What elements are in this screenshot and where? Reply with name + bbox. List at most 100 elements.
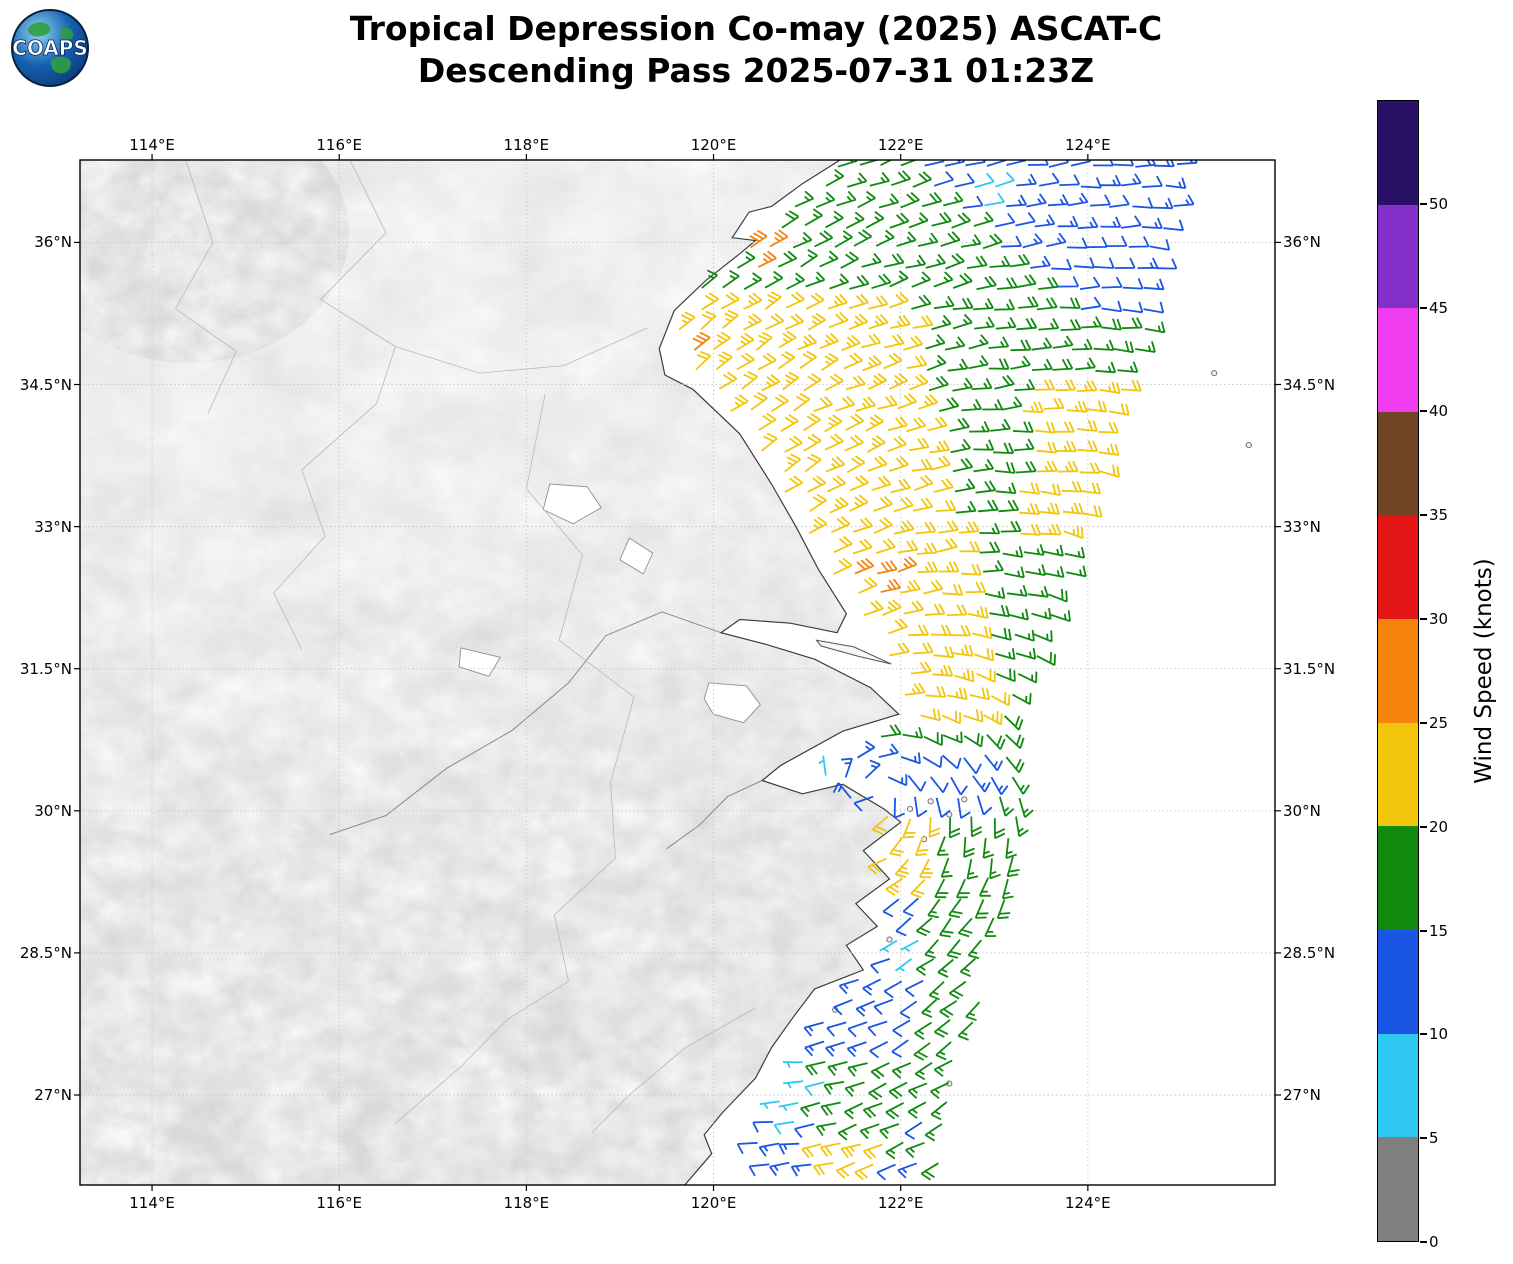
wind-barb: [799, 350, 817, 370]
wind-barb: [930, 455, 951, 471]
x-tick-label-top: 114°E: [129, 136, 175, 154]
wind-barb: [908, 437, 930, 452]
wind-barb: [977, 499, 999, 513]
wind-barb: [877, 395, 898, 410]
wind-barb: [808, 516, 828, 535]
wind-barb: [944, 336, 966, 351]
wind-barb: [865, 414, 884, 432]
wind-barb: [889, 642, 910, 657]
wind-barb: [955, 500, 977, 514]
wind-barb: [1050, 610, 1071, 623]
wind-barb: [948, 898, 963, 919]
wind-barb: [930, 1101, 948, 1121]
wind-barb: [894, 958, 913, 972]
wind-barb: [1081, 505, 1103, 518]
colorbar-tick-mark: [1420, 514, 1427, 517]
colorbar-segment-50-55: [1378, 101, 1418, 205]
wind-barb: [764, 291, 782, 311]
wind-barb: [828, 311, 849, 329]
x-tick-label-bottom: 118°E: [503, 1194, 550, 1212]
wind-barb: [873, 517, 893, 535]
wind-barb: [807, 475, 827, 493]
wind-barb: [915, 958, 935, 977]
wind-barb: [736, 1141, 758, 1155]
wind-barb: [868, 1082, 887, 1101]
wind-barb: [969, 421, 991, 433]
wind-barb: [924, 603, 946, 616]
wind-barb: [951, 212, 971, 229]
colorbar: [1377, 100, 1419, 1242]
wind-barb: [933, 645, 955, 659]
colorbar-tick-mark: [1420, 1033, 1427, 1036]
wind-barb: [840, 251, 859, 269]
wind-barb: [961, 398, 982, 412]
wind-barb: [982, 399, 1004, 411]
colorbar-tick-mark: [1420, 929, 1427, 932]
wind-barb: [924, 160, 945, 167]
wind-barb: [854, 557, 875, 575]
wind-barb: [1077, 216, 1099, 230]
plot-frame: [79, 159, 1276, 1186]
wind-barb: [1047, 193, 1069, 207]
wind-barb: [1176, 160, 1198, 166]
wind-barb: [1030, 255, 1051, 269]
wind-barb: [1008, 608, 1029, 621]
wind-barb: [907, 1082, 928, 1099]
wind-barb: [805, 1061, 826, 1076]
wind-barb: [720, 291, 740, 310]
wind-barb: [973, 458, 995, 473]
wind-barb: [947, 358, 969, 372]
wind-barb: [906, 355, 928, 369]
wind-barb: [894, 858, 910, 879]
wind-barb: [921, 998, 938, 1018]
wind-barb: [891, 1062, 912, 1079]
province-border: [395, 327, 649, 374]
colorbar-tick-mark: [1420, 410, 1427, 413]
wind-barb: [954, 173, 975, 188]
wind-barb: [939, 917, 954, 938]
y-tick-label-left: 34.5°N: [19, 375, 72, 394]
wind-barb: [879, 1123, 900, 1140]
wind-barb: [994, 212, 1016, 228]
wind-barb: [829, 273, 850, 290]
lake: [458, 647, 501, 677]
wind-barb: [984, 754, 1004, 772]
wind-barb: [925, 334, 946, 350]
wind-barb: [991, 627, 1012, 641]
wind-barb: [952, 313, 973, 330]
wind-barb: [941, 754, 962, 770]
wind-barb: [916, 917, 933, 937]
wind-barb: [1076, 380, 1098, 392]
wind-barb: [852, 517, 873, 533]
wind-barb: [713, 331, 731, 350]
wind-barb: [933, 1018, 951, 1038]
wind-barb: [1036, 652, 1056, 666]
wind-barb: [905, 1141, 925, 1159]
title-line-1: Tropical Depression Co-may (2025) ASCAT-…: [349, 9, 1163, 48]
wind-barb: [849, 474, 869, 492]
wind-barb: [940, 231, 961, 247]
wind-barb: [848, 293, 869, 310]
wind-barb: [701, 269, 718, 289]
colorbar-segment-5-10: [1378, 1033, 1418, 1138]
wind-barb: [912, 642, 934, 655]
wind-barb: [988, 336, 1010, 349]
wind-barb: [743, 313, 762, 331]
colorbar-segment-15-20: [1378, 826, 1418, 931]
wind-barb: [952, 377, 973, 392]
wind-barb: [945, 253, 965, 270]
wind-barb: [1031, 337, 1053, 351]
wind-barb: [889, 212, 910, 229]
wind-barb: [989, 858, 1001, 880]
wind-barb: [908, 212, 929, 229]
wind-barb: [855, 396, 876, 412]
wind-barb: [834, 230, 853, 248]
wind-barb: [965, 581, 987, 593]
wind-barb: [815, 191, 836, 209]
wind-barb: [984, 192, 1005, 207]
x-tick-label-top: 122°E: [877, 136, 924, 154]
wind-barb: [897, 1162, 918, 1179]
wind-barb: [970, 816, 983, 838]
wind-barb: [879, 939, 898, 953]
wind-barb: [890, 478, 911, 494]
